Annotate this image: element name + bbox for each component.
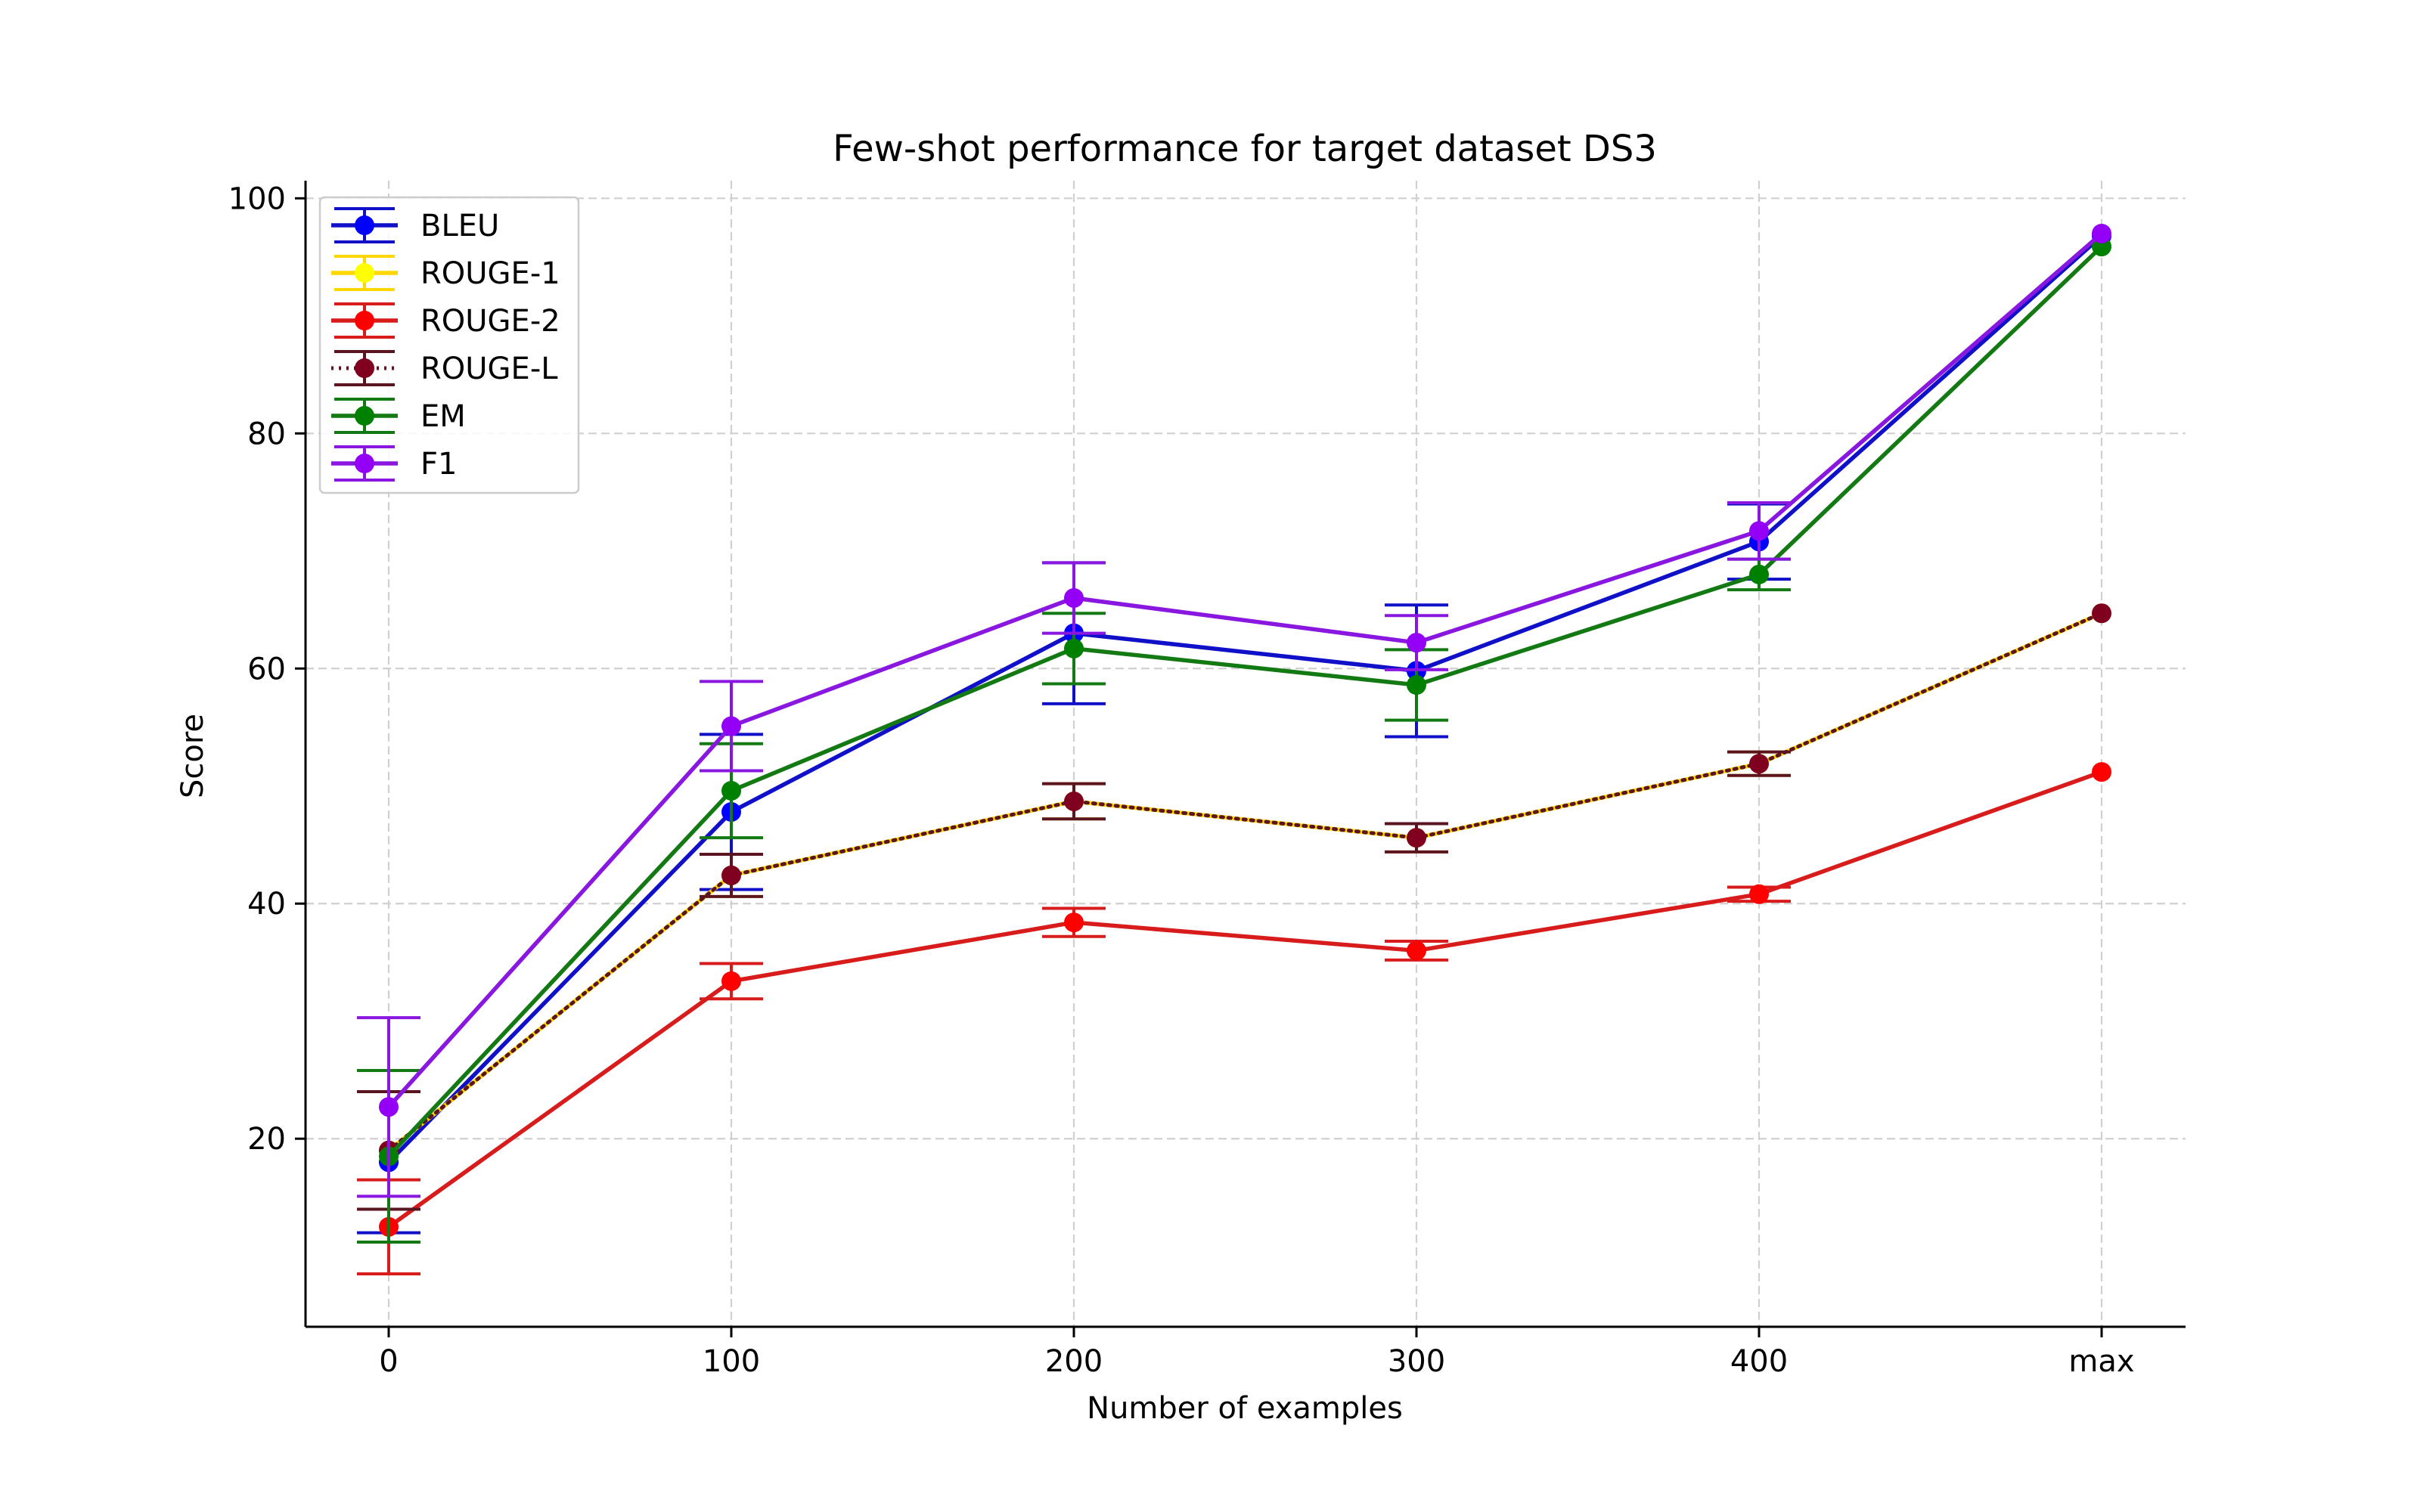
chart-title: Few-shot performance for target dataset … bbox=[833, 128, 1657, 170]
em-point bbox=[1407, 675, 1426, 696]
y-tick-label: 60 bbox=[247, 652, 286, 686]
x-tick-label: 0 bbox=[379, 1344, 398, 1379]
legend-marker bbox=[355, 406, 374, 426]
f1-point bbox=[1749, 521, 1769, 541]
rouge-2-point bbox=[1749, 884, 1769, 904]
em-line bbox=[386, 244, 2104, 1159]
series-f1 bbox=[357, 223, 2111, 1198]
legend-item-rouge-1: ROUGE-1 bbox=[331, 255, 560, 291]
rouge-2-point bbox=[1064, 912, 1084, 933]
series-rouge-1 bbox=[357, 603, 2111, 1211]
rouge-l-line bbox=[386, 611, 2104, 1153]
legend-label: BLEU bbox=[420, 209, 499, 243]
y-tick-label: 40 bbox=[247, 887, 286, 922]
legend-label: ROUGE-1 bbox=[420, 256, 560, 291]
rouge-l-point bbox=[721, 865, 741, 885]
legend-item-em: EM bbox=[331, 398, 466, 434]
legend-label: EM bbox=[420, 399, 466, 434]
legend-entries: BLEU ROUGE-1 ROUGE-2 ROUGE-L EM F1 bbox=[331, 207, 560, 482]
y-tick-label: 100 bbox=[228, 181, 286, 216]
x-tick-label: 100 bbox=[703, 1344, 760, 1379]
rouge-2-line bbox=[386, 770, 2104, 1229]
legend-marker bbox=[355, 215, 374, 235]
x-tick-label: 400 bbox=[1730, 1344, 1788, 1379]
x-tick-label: max bbox=[2068, 1344, 2134, 1379]
grid bbox=[306, 181, 2186, 1327]
legend-item-rouge-l: ROUGE-L bbox=[331, 350, 558, 386]
x-axis-ticks: 0 100 200 300 400 max bbox=[379, 1327, 2135, 1379]
legend: BLEU ROUGE-1 ROUGE-2 ROUGE-L EM F1 bbox=[318, 196, 580, 494]
rouge-l-point bbox=[1064, 791, 1084, 811]
f1-line bbox=[386, 231, 2104, 1109]
legend-label: ROUGE-L bbox=[420, 352, 558, 386]
y-tick-label: 20 bbox=[247, 1122, 286, 1157]
series-em bbox=[357, 237, 2111, 1244]
f1-point bbox=[1064, 587, 1084, 608]
legend-label: ROUGE-2 bbox=[420, 304, 560, 339]
rouge-l-point bbox=[1407, 828, 1426, 848]
legend-item-f1: F1 bbox=[331, 445, 457, 482]
rouge-2-point bbox=[2092, 762, 2111, 782]
legend-marker bbox=[355, 263, 374, 283]
rouge-l-point bbox=[1749, 754, 1769, 774]
legend-marker bbox=[355, 358, 374, 378]
f1-point bbox=[379, 1097, 399, 1117]
series-layer bbox=[357, 223, 2111, 1276]
y-axis-ticks: 20 40 60 80 100 bbox=[228, 181, 306, 1157]
rouge-2-point bbox=[721, 971, 741, 991]
legend-item-rouge-2: ROUGE-2 bbox=[331, 302, 560, 339]
rouge-l-point bbox=[2092, 603, 2111, 624]
legend-marker bbox=[355, 454, 374, 473]
series-rouge-l bbox=[357, 603, 2111, 1211]
em-point bbox=[1749, 564, 1769, 584]
axes bbox=[304, 181, 2186, 1328]
rouge-2-point bbox=[1407, 940, 1426, 961]
f1-point bbox=[721, 716, 741, 736]
f1-point bbox=[2092, 223, 2111, 243]
legend-marker bbox=[355, 311, 374, 330]
legend-label: F1 bbox=[420, 447, 457, 482]
bleu-line bbox=[386, 234, 2104, 1165]
series-rouge-2 bbox=[357, 762, 2111, 1276]
em-point bbox=[1064, 638, 1084, 658]
f1-point bbox=[1407, 633, 1426, 653]
series-bleu bbox=[357, 226, 2111, 1235]
y-tick-label: 80 bbox=[247, 417, 286, 451]
y-axis-title: Score bbox=[175, 714, 210, 798]
x-tick-label: 200 bbox=[1045, 1344, 1103, 1379]
em-point bbox=[721, 780, 741, 801]
x-tick-label: 300 bbox=[1388, 1344, 1445, 1379]
legend-item-bleu: BLEU bbox=[331, 207, 499, 243]
x-axis-title: Number of examples bbox=[1087, 1391, 1403, 1426]
